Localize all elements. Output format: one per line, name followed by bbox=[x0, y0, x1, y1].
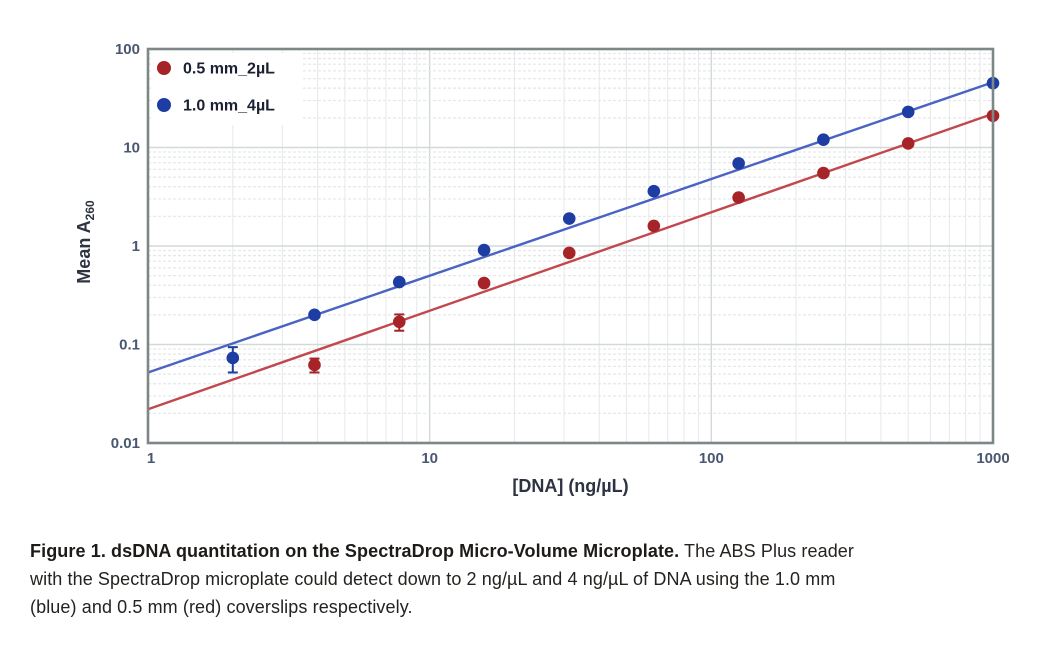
series-1-0-mm-4-l bbox=[226, 76, 1000, 374]
data-point bbox=[477, 276, 491, 290]
legend-label: 0.5 mm_2µL bbox=[183, 61, 275, 78]
data-point bbox=[647, 184, 661, 198]
data-point bbox=[901, 105, 915, 119]
y-tick-label: 10 bbox=[123, 140, 140, 157]
data-point bbox=[562, 246, 576, 260]
fit-line bbox=[147, 112, 994, 411]
data-point bbox=[732, 191, 745, 204]
x-tick-label: 100 bbox=[699, 450, 724, 467]
caption-text-line3: (blue) and 0.5 mm (red) coverslips respe… bbox=[30, 597, 413, 617]
axis-tick-labels: 100 10 1 0.1 0.01 1 10 100 1000 bbox=[111, 41, 1010, 467]
legend-background bbox=[152, 53, 302, 125]
y-tick-label: 0.01 bbox=[111, 435, 140, 452]
x-tick-label: 1 bbox=[147, 450, 155, 467]
legend-label: 1.0 mm_4µL bbox=[183, 98, 275, 115]
data-point bbox=[817, 166, 830, 180]
y-axis-title: Mean A260 bbox=[74, 200, 97, 284]
chart-area: 0.5 mm_2µL 1.0 mm_4µL 100 10 1 0.1 0.01 1 10 100 1… bbox=[74, 41, 1010, 496]
y-tick-label: 100 bbox=[115, 41, 140, 58]
y-tick-label: 0.1 bbox=[119, 337, 140, 354]
data-point bbox=[647, 219, 661, 233]
x-tick-label: 1000 bbox=[976, 450, 1009, 467]
data-point bbox=[392, 275, 406, 289]
data-point bbox=[392, 315, 406, 329]
trendlines bbox=[147, 81, 994, 411]
caption-text-line2: with the SpectraDrop microplate could de… bbox=[30, 569, 836, 589]
fit-line bbox=[147, 81, 994, 374]
series-0-5-mm-2-l bbox=[308, 109, 1000, 374]
x-axis-title: [DNA] (ng/µL) bbox=[512, 476, 628, 496]
caption-title: Figure 1. dsDNA quantitation on the Spec… bbox=[30, 541, 680, 561]
legend-dot-icon bbox=[157, 98, 171, 112]
data-point bbox=[226, 351, 240, 365]
caption-text-line1: The ABS Plus reader bbox=[679, 541, 855, 561]
figure-caption: Figure 1. dsDNA quantitation on the Spec… bbox=[30, 537, 1034, 621]
plot-border bbox=[146, 47, 995, 445]
x-tick-label: 10 bbox=[421, 450, 438, 467]
y-axis-title-subscript: 260 bbox=[83, 200, 97, 220]
data-point bbox=[477, 243, 491, 257]
y-tick-label: 1 bbox=[132, 238, 140, 255]
data-point bbox=[817, 133, 830, 147]
data-point bbox=[732, 157, 745, 170]
data-point bbox=[308, 358, 321, 372]
data-point bbox=[562, 212, 576, 225]
data-point bbox=[308, 308, 321, 322]
legend: 0.5 mm_2µL 1.0 mm_4µL bbox=[152, 53, 302, 125]
legend-dot-icon bbox=[157, 61, 171, 75]
data-point bbox=[901, 137, 915, 150]
